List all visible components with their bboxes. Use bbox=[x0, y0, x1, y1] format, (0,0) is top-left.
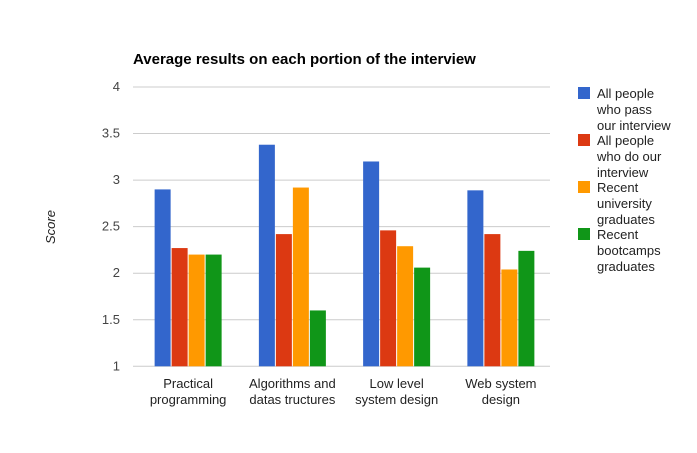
bar bbox=[380, 230, 397, 367]
bar bbox=[292, 187, 309, 367]
legend-label: who do our bbox=[596, 149, 662, 164]
y-tick-label: 1.5 bbox=[102, 312, 120, 327]
x-tick-label: Algorithms and bbox=[249, 376, 336, 391]
bar bbox=[275, 234, 292, 367]
legend-label: who pass bbox=[596, 102, 652, 117]
legend-label: interview bbox=[597, 165, 649, 180]
x-tick-label: Web system bbox=[465, 376, 536, 391]
legend-label: our interview bbox=[597, 118, 671, 133]
legend-label: Recent bbox=[597, 227, 639, 242]
x-tick-label: system design bbox=[355, 392, 438, 407]
x-tick-label: datas tructures bbox=[249, 392, 335, 407]
bar bbox=[309, 310, 326, 367]
y-tick-label: 2 bbox=[113, 265, 120, 280]
bar bbox=[205, 254, 222, 367]
bar bbox=[518, 250, 535, 367]
x-tick-label: programming bbox=[150, 392, 227, 407]
y-tick-label: 3 bbox=[113, 172, 120, 187]
legend-swatch bbox=[578, 228, 590, 240]
x-tick-label: Practical bbox=[163, 376, 213, 391]
y-tick-label: 1 bbox=[113, 358, 120, 373]
legend-label: All people bbox=[597, 86, 654, 101]
legend-swatch bbox=[578, 181, 590, 193]
legend-label: university bbox=[597, 196, 652, 211]
bar bbox=[188, 254, 205, 367]
bar bbox=[484, 234, 501, 367]
bar bbox=[467, 190, 484, 367]
bar bbox=[258, 144, 275, 367]
bar bbox=[501, 269, 518, 367]
y-tick-label: 2.5 bbox=[102, 219, 120, 234]
bar bbox=[171, 248, 188, 367]
legend-label: All people bbox=[597, 133, 654, 148]
legend-label: graduates bbox=[597, 259, 655, 274]
bar bbox=[397, 246, 414, 367]
legend-label: Recent bbox=[597, 180, 639, 195]
x-tick-label: Low level bbox=[370, 376, 424, 391]
legend-swatch bbox=[578, 87, 590, 99]
y-tick-label: 3.5 bbox=[102, 126, 120, 141]
bar bbox=[154, 189, 171, 367]
y-tick-label: 4 bbox=[113, 79, 120, 94]
legend-swatch bbox=[578, 134, 590, 146]
bar bbox=[414, 267, 431, 367]
bar bbox=[363, 161, 380, 367]
chart-title: Average results on each portion of the i… bbox=[133, 51, 476, 68]
x-tick-label: design bbox=[482, 392, 520, 407]
legend-label: graduates bbox=[597, 212, 655, 227]
legend-label: bootcamps bbox=[597, 243, 661, 258]
y-axis-label: Score bbox=[43, 210, 58, 244]
